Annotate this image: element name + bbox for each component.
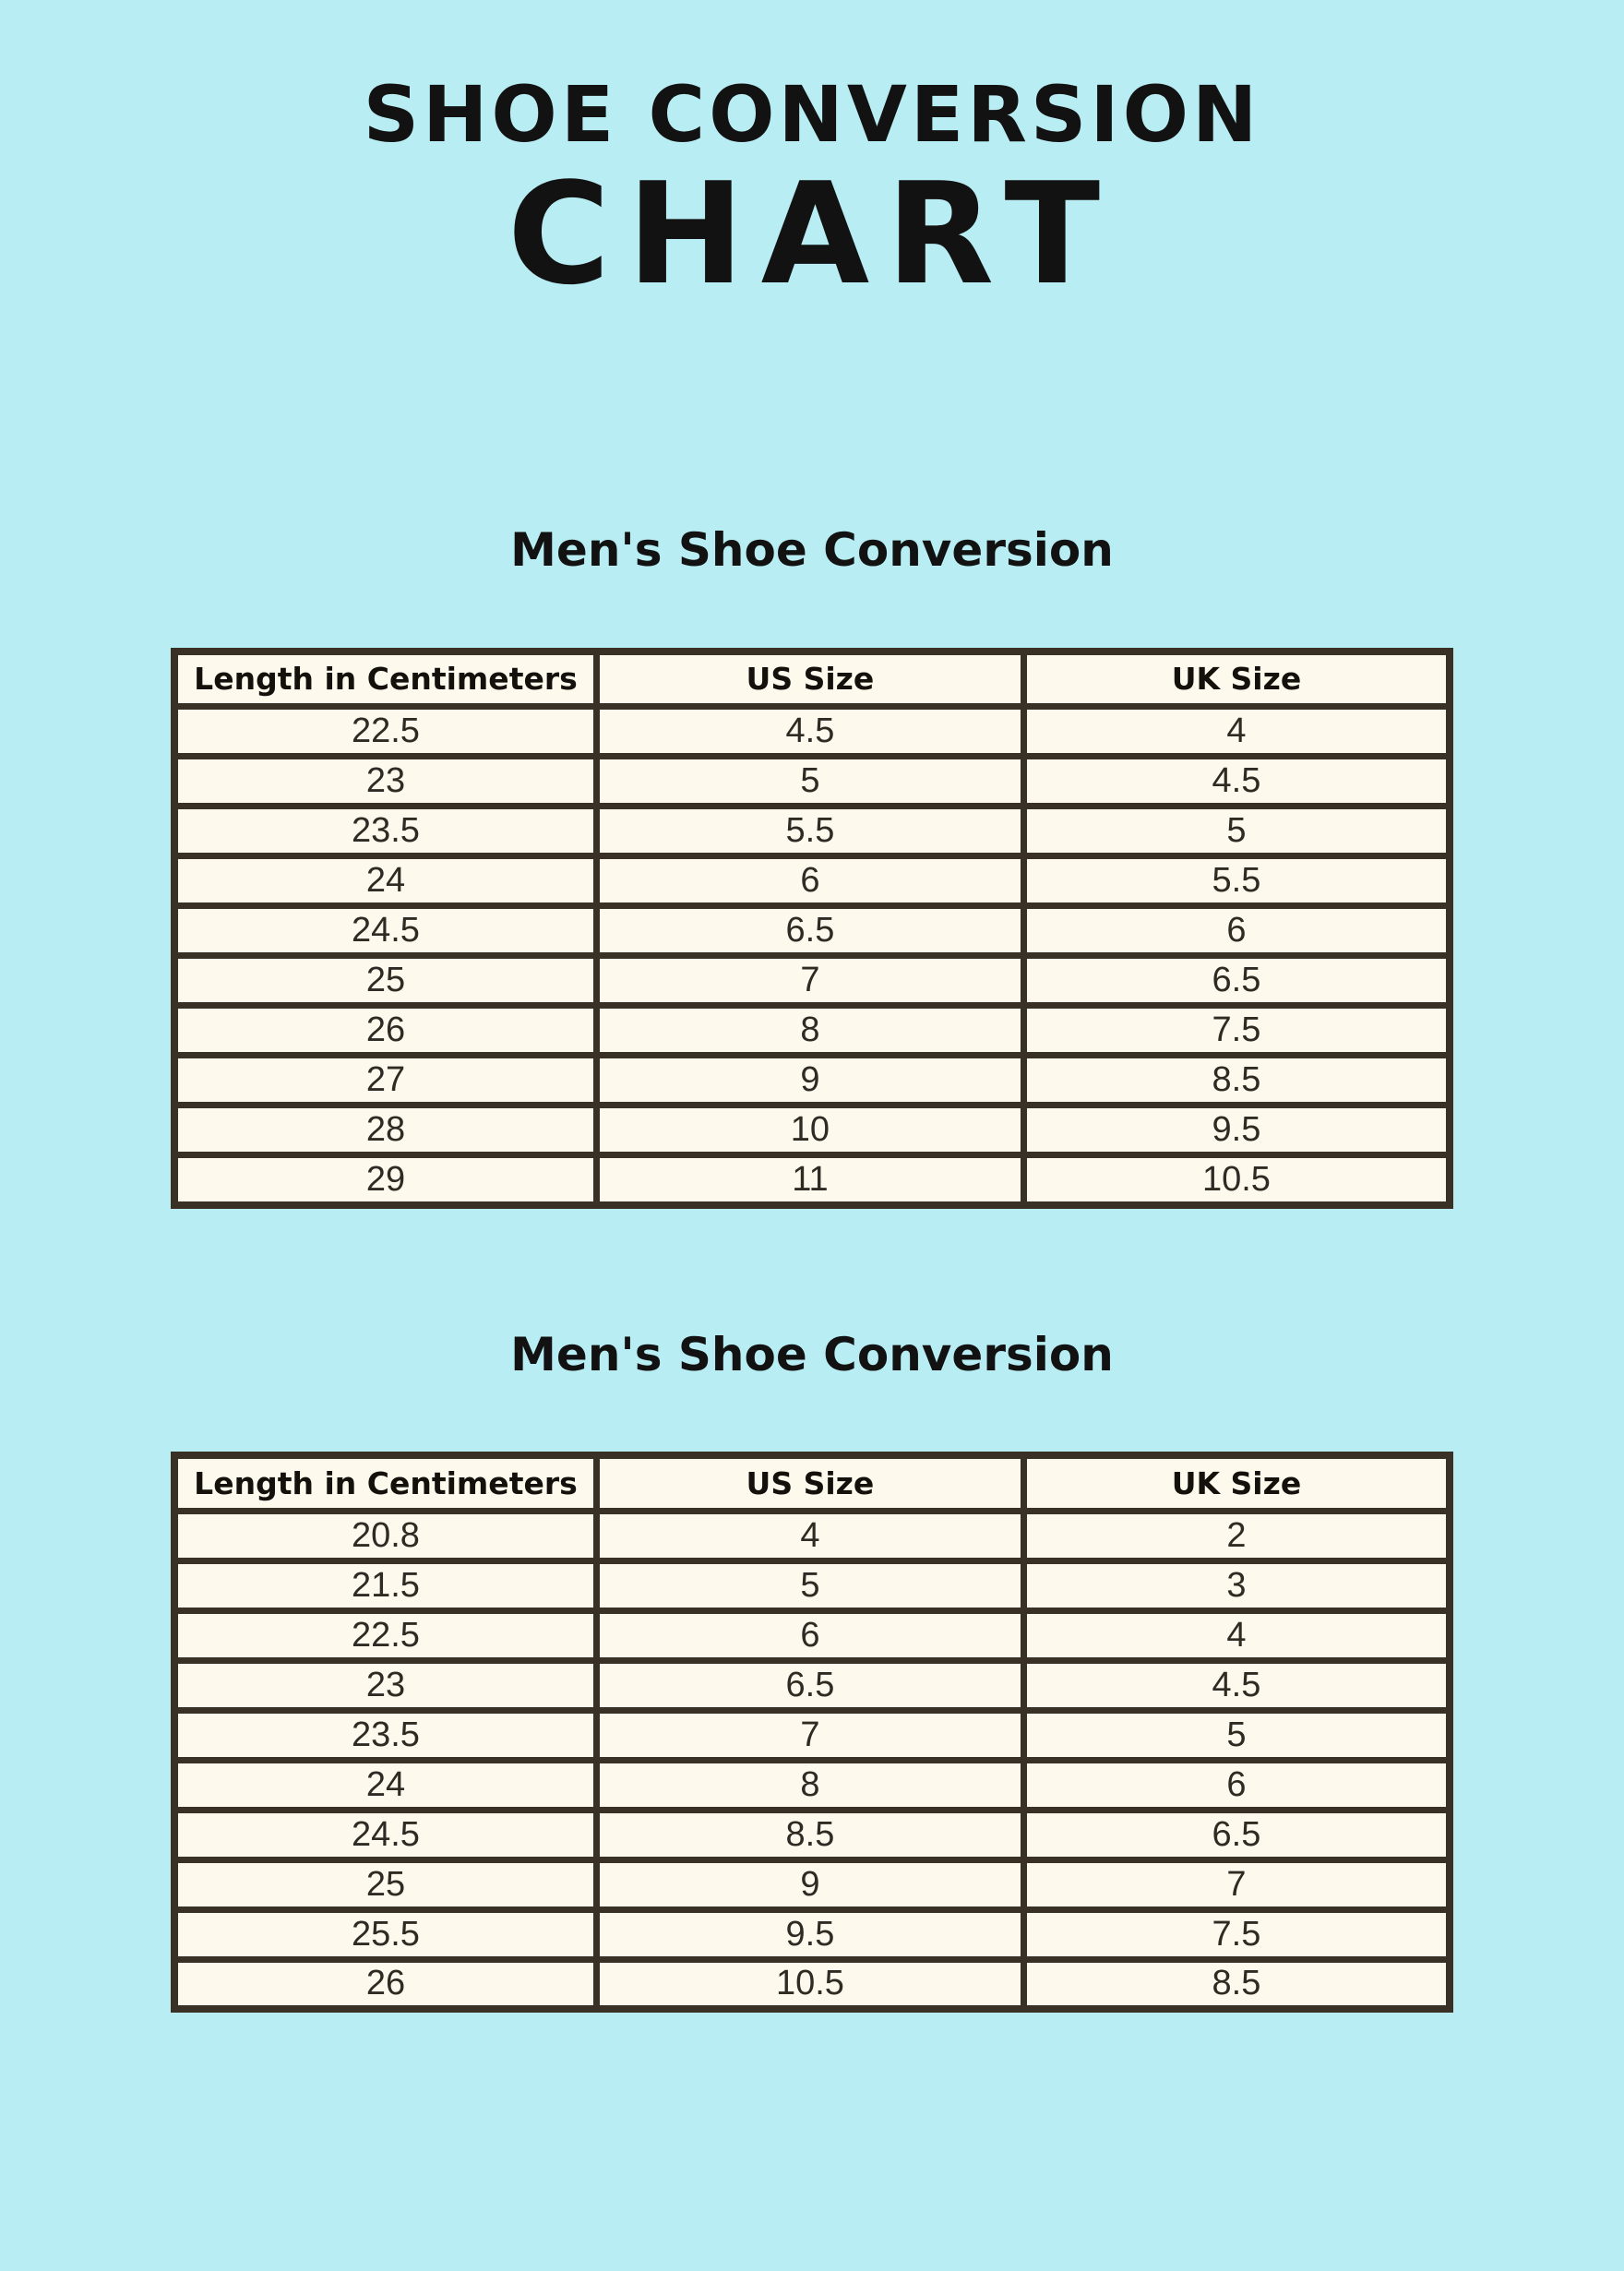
- conversion-table: Length in Centimeters US Size UK Size 20.8 4…: [171, 1452, 1453, 2014]
- table-row: 25 7 6.5: [171, 952, 1453, 1010]
- table-cell: 9.5: [1020, 1102, 1453, 1159]
- table-cell: 7.5: [1020, 1002, 1453, 1059]
- table-cell: 22.5: [171, 1607, 600, 1664]
- table-cell: 24.5: [171, 902, 600, 960]
- table-cell: 10: [592, 1102, 1027, 1159]
- table-cell: 8.5: [1020, 1052, 1453, 1109]
- table-cell: 5: [592, 753, 1027, 810]
- table-cell: 24: [171, 853, 600, 910]
- table-row: 22.5 4.5 4: [171, 703, 1453, 760]
- table-cell: 8: [592, 1756, 1027, 1813]
- section-heading: Men's Shoe Conversion: [510, 523, 1114, 578]
- table-cell: 6: [592, 1607, 1027, 1664]
- section-heading: Men's Shoe Conversion: [510, 1327, 1114, 1381]
- table-cell: 5: [592, 1557, 1027, 1614]
- table-cell: 5.5: [592, 803, 1027, 860]
- mens-conversion-section-1: Men's Shoe Conversion Length in Centimet…: [0, 524, 1624, 1209]
- table-cell: 23.5: [171, 803, 600, 860]
- table-cell: 8.5: [1020, 1955, 1453, 2013]
- table-row: 26 8 7.5: [171, 1002, 1453, 1059]
- table-cell: 6: [592, 853, 1027, 910]
- table-row: 24.5 6.5 6: [171, 902, 1453, 960]
- table-row: 23.5 7 5: [171, 1706, 1453, 1763]
- table-cell: 8: [592, 1002, 1027, 1059]
- table-row: 26 10.5 8.5: [171, 1955, 1453, 2013]
- table-cell: 6: [1020, 1756, 1453, 1813]
- table-cell: 23.5: [171, 1706, 600, 1763]
- table-cell: 3: [1020, 1557, 1453, 1614]
- table-cell: 28: [171, 1102, 600, 1159]
- table-cell: 10.5: [1020, 1152, 1453, 1209]
- header-row: Length in Centimeters US Size UK Size: [171, 1452, 1453, 1514]
- table-row: 28 10 9.5: [171, 1102, 1453, 1159]
- table-cell: 6.5: [592, 902, 1027, 960]
- table-cell: 6.5: [1020, 1806, 1453, 1863]
- table-cell: 21.5: [171, 1557, 600, 1614]
- table-cell: 10.5: [592, 1955, 1027, 2013]
- table-cell: 4.5: [592, 703, 1027, 760]
- table-cell: 25: [171, 952, 600, 1010]
- table-cell: 20.8: [171, 1507, 600, 1564]
- table-row: 23 5 4.5: [171, 753, 1453, 810]
- table-cell: 7: [592, 1706, 1027, 1763]
- mens-conversion-section-2: Men's Shoe Conversion Length in Centimet…: [0, 1327, 1624, 2014]
- table-row: 25.5 9.5 7.5: [171, 1906, 1453, 1963]
- table-cell: 24: [171, 1756, 600, 1813]
- table-cell: 5: [1020, 1706, 1453, 1763]
- table-row: 23.5 5.5 5: [171, 803, 1453, 860]
- table-row: 24.5 8.5 6.5: [171, 1806, 1453, 1863]
- table-cell: 6.5: [592, 1656, 1027, 1714]
- column-header: UK Size: [1020, 1452, 1453, 1514]
- table-cell: 11: [592, 1152, 1027, 1209]
- table-cell: 22.5: [171, 703, 600, 760]
- table-cell: 23: [171, 1656, 600, 1714]
- table-row: 20.8 4 2: [171, 1507, 1453, 1564]
- page-header: SHOE CONVERSION CHART: [0, 0, 1624, 305]
- table-cell: 5: [1020, 803, 1453, 860]
- table-cell: 27: [171, 1052, 600, 1109]
- table-cell: 6.5: [1020, 952, 1453, 1010]
- table-cell: 9: [592, 1856, 1027, 1913]
- table-cell: 8.5: [592, 1806, 1027, 1863]
- table-cell: 4.5: [1020, 1656, 1453, 1714]
- table-row: 29 11 10.5: [171, 1152, 1453, 1209]
- table-cell: 24.5: [171, 1806, 600, 1863]
- page-subtitle: CHART: [507, 152, 1117, 317]
- conversion-table: Length in Centimeters US Size UK Size 22.5 4…: [171, 647, 1453, 1209]
- table-cell: 5.5: [1020, 853, 1453, 910]
- header-row: Length in Centimeters US Size UK Size: [171, 648, 1453, 711]
- table-cell: 9: [592, 1052, 1027, 1109]
- page-title: SHOE CONVERSION: [363, 69, 1261, 160]
- table-row: 25 9 7: [171, 1856, 1453, 1913]
- table-cell: 7: [592, 952, 1027, 1010]
- table-cell: 26: [171, 1002, 600, 1059]
- table-cell: 6: [1020, 902, 1453, 960]
- table-cell: 26: [171, 1955, 600, 2013]
- table-row: 24 8 6: [171, 1756, 1453, 1813]
- table-row: 27 9 8.5: [171, 1052, 1453, 1109]
- table-cell: 4: [1020, 1607, 1453, 1664]
- column-header: US Size: [592, 1452, 1027, 1514]
- column-header: Length in Centimeters: [171, 1452, 600, 1514]
- table-row: 21.5 5 3: [171, 1557, 1453, 1614]
- column-header: UK Size: [1020, 648, 1453, 711]
- table-cell: 7.5: [1020, 1906, 1453, 1963]
- table-cell: 4.5: [1020, 753, 1453, 810]
- table-row: 24 6 5.5: [171, 853, 1453, 910]
- table-cell: 7: [1020, 1856, 1453, 1913]
- table-cell: 4: [1020, 703, 1453, 760]
- table-cell: 29: [171, 1152, 600, 1209]
- table-cell: 25: [171, 1856, 600, 1913]
- table-cell: 23: [171, 753, 600, 810]
- table-cell: 2: [1020, 1507, 1453, 1564]
- table-row: 22.5 6 4: [171, 1607, 1453, 1664]
- column-header: US Size: [592, 648, 1027, 711]
- table-row: 23 6.5 4.5: [171, 1656, 1453, 1714]
- table-cell: 4: [592, 1507, 1027, 1564]
- column-header: Length in Centimeters: [171, 648, 600, 711]
- table-cell: 25.5: [171, 1906, 600, 1963]
- table-cell: 9.5: [592, 1906, 1027, 1963]
